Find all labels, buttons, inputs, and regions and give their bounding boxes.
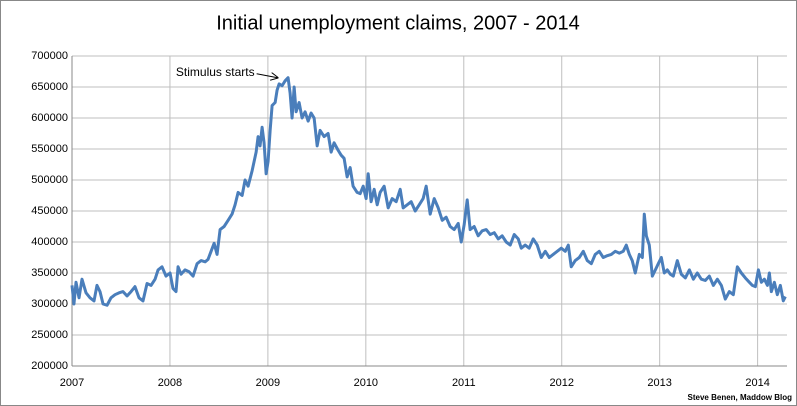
y-tick-label: 650000 (31, 81, 68, 93)
y-tick-label: 200000 (31, 360, 68, 372)
y-tick-label: 700000 (31, 50, 68, 62)
y-tick-label: 600000 (31, 112, 68, 124)
y-tick-label: 250000 (31, 329, 68, 341)
annotation-arrow (256, 74, 278, 78)
x-tick-label: 2012 (549, 377, 573, 389)
y-tick-label: 450000 (31, 205, 68, 217)
y-tick-label: 300000 (31, 298, 68, 310)
annotation: Stimulus starts (176, 65, 255, 79)
x-tick-label: 2011 (452, 377, 476, 389)
x-tick-label: 2009 (256, 377, 280, 389)
data-line (70, 76, 787, 307)
x-tick-label: 2013 (647, 377, 671, 389)
x-tick-label: 2007 (60, 377, 84, 389)
x-tick-label: 2014 (745, 377, 769, 389)
x-tick-label: 2008 (158, 377, 182, 389)
chart-title: Initial unemployment claims, 2007 - 2014 (216, 12, 580, 34)
y-tick-label: 500000 (31, 174, 68, 186)
y-tick-label: 350000 (31, 267, 68, 279)
x-tick-label: 2010 (354, 377, 378, 389)
y-tick-label: 400000 (31, 236, 68, 248)
y-tick-label: 550000 (31, 143, 68, 155)
credit: Steve Benen, Maddow Blog (688, 393, 793, 402)
